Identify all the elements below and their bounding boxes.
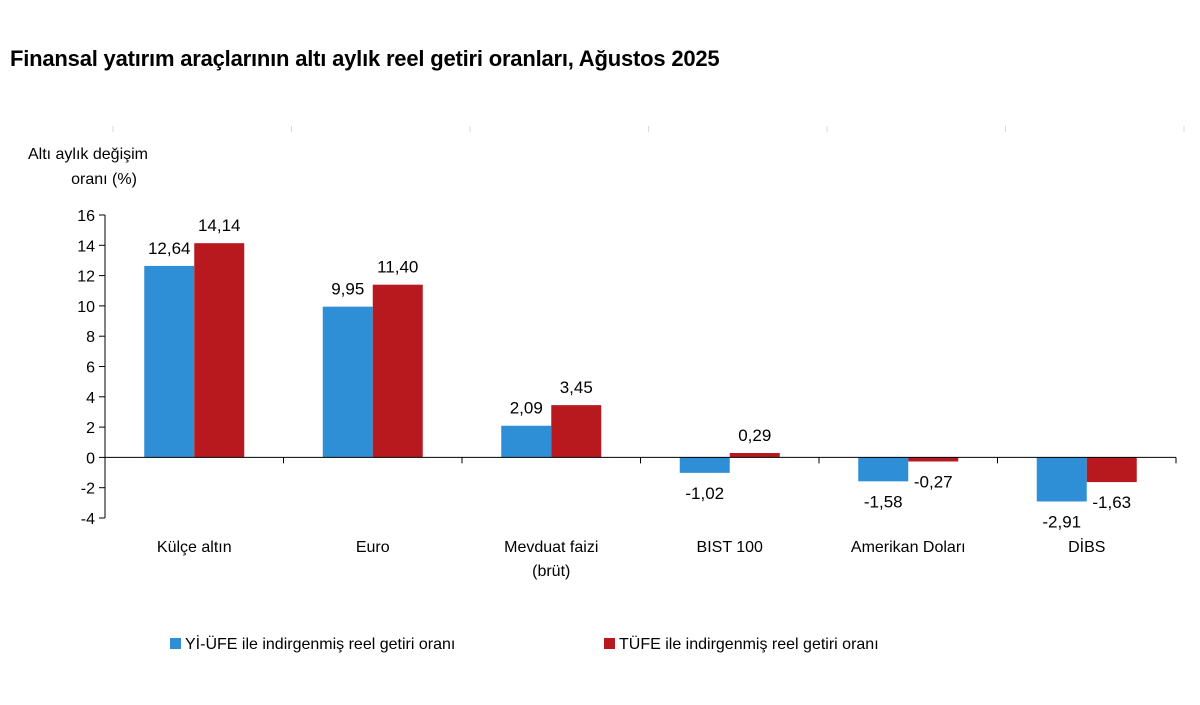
bar-tufe [729, 453, 780, 458]
bar-tufe [194, 243, 245, 458]
y-tick-label: 6 [86, 360, 95, 377]
y-tick-label: 14 [77, 238, 95, 255]
data-label: 12,64 [148, 239, 191, 258]
category-label: Külçe altın [157, 539, 232, 556]
y-tick-label: 8 [86, 329, 95, 346]
y-axis-label-line: Altı aylık değişim [28, 146, 148, 163]
value-labels: 12,64 9,95 2,09 -1,02 -1,58 -2,91 14,14 11,40 3,… [148, 216, 1131, 531]
bar-yi-ufe [679, 457, 730, 473]
bar-yi-ufe [322, 306, 373, 458]
y-tick-label: 0 [86, 450, 95, 467]
data-label: -1,02 [685, 484, 724, 503]
category-label: Euro [356, 539, 390, 556]
data-label: 11,40 [377, 258, 418, 277]
data-label: 3,45 [560, 378, 593, 397]
y-axis-label-line: oranı (%) [71, 171, 137, 188]
bar-tufe [908, 457, 959, 462]
category-label: Amerikan Doları [851, 539, 966, 556]
bar-yi-ufe [1036, 457, 1087, 502]
y-axis-label: Altı aylık değişim oranı (%) [28, 146, 148, 188]
bar-tufe [372, 284, 423, 458]
data-label: -1,63 [1092, 493, 1131, 512]
bar-tufe [551, 405, 602, 458]
y-tick-label: 12 [77, 269, 95, 286]
data-label: 0,29 [738, 426, 771, 445]
data-label: -0,27 [914, 472, 953, 491]
legend-swatch [604, 638, 615, 649]
y-axis: 16 14 12 10 8 6 4 2 0 -2 -4 [77, 208, 106, 528]
legend: Yİ-ÜFE ile indirgenmiş reel getiri oranı… [170, 634, 879, 653]
y-tick-label: 2 [86, 420, 95, 437]
category-label: DİBS [1068, 537, 1105, 556]
top-decoration [112, 126, 1185, 132]
y-tick-label: -4 [81, 511, 95, 528]
category-label: BIST 100 [697, 539, 764, 556]
legend-label: TÜFE ile indirgenmiş reel getiri oranı [619, 635, 879, 653]
data-label: -1,58 [864, 492, 903, 511]
data-label: 14,14 [198, 216, 241, 235]
bar-yi-ufe [144, 265, 195, 458]
bars [144, 243, 1137, 502]
chart-title: Finansal yatırım araçlarının altı aylık … [10, 46, 720, 71]
x-axis [104, 456, 1177, 464]
bar-tufe [1086, 457, 1137, 483]
y-tick-label: 10 [77, 299, 95, 316]
bar-yi-ufe [501, 425, 552, 458]
y-tick-label: -2 [81, 481, 95, 498]
category-labels: Külçe altın Euro Mevduat faizi (brüt) BIST 1… [157, 537, 1106, 580]
legend-swatch [170, 638, 181, 649]
bar-yi-ufe [858, 457, 909, 482]
category-label: Mevduat faizi (brüt) [504, 539, 598, 580]
data-label: 2,09 [510, 399, 543, 418]
y-tick-label: 4 [86, 390, 95, 407]
data-label: -2,91 [1042, 512, 1081, 531]
y-tick-label: 16 [77, 208, 95, 225]
data-label: 9,95 [331, 280, 364, 299]
legend-label: Yİ-ÜFE ile indirgenmiş reel getiri oranı [185, 634, 455, 653]
